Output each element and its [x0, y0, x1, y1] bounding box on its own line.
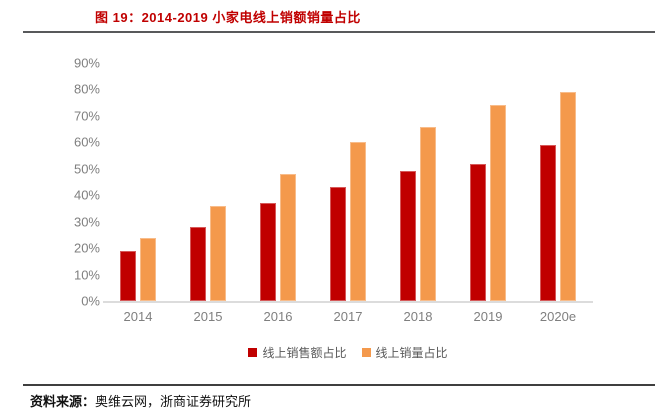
- bar-group-2020e: [523, 63, 593, 301]
- x-tick-label-2014: 2014: [123, 309, 153, 324]
- bar-线上销售额占比-2020e: [540, 145, 556, 301]
- bar-线上销售额占比-2015: [190, 227, 206, 301]
- x-tick-label-2017: 2017: [333, 309, 363, 324]
- legend-swatch-icon: [248, 348, 258, 357]
- y-tick-label: 70%: [73, 108, 100, 124]
- bar-线上销售额占比-2018: [400, 171, 416, 301]
- x-tick-label-2019: 2019: [473, 309, 503, 324]
- bar-线上销量占比-2020e: [560, 92, 576, 301]
- x-tick-label-2015: 2015: [193, 309, 223, 324]
- legend: 线上销售额占比 线上销量占比: [103, 344, 593, 361]
- bar-线上销量占比-2018: [420, 126, 436, 301]
- legend-label: 线上销量占比: [375, 346, 448, 360]
- bar-group-2015: [173, 63, 243, 301]
- bar-线上销量占比-2014: [140, 237, 156, 301]
- source-text: 奥维云网，浙商证券研究所: [95, 394, 252, 409]
- source-label: 资料来源：: [30, 394, 96, 409]
- bar-线上销售额占比-2019: [470, 163, 486, 301]
- bar-线上销量占比-2019: [490, 105, 506, 301]
- title-rule: [23, 31, 655, 33]
- x-tick-label-2020e: 2020e: [539, 309, 577, 324]
- y-tick-label: 10%: [73, 267, 100, 283]
- bar-group-2014: [103, 63, 173, 301]
- bar-线上销售额占比-2017: [330, 187, 346, 301]
- y-tick-label: 60%: [73, 134, 100, 150]
- y-tick-label: 40%: [73, 187, 100, 203]
- y-tick-label: 80%: [73, 81, 100, 97]
- source-rule: [23, 384, 655, 386]
- x-tick-label-2016: 2016: [263, 309, 293, 324]
- bar-groups: [103, 63, 593, 301]
- y-tick-label: 50%: [73, 161, 100, 177]
- y-tick-label: 0%: [81, 293, 100, 309]
- y-axis: 0% 10% 20% 30% 40% 50% 60% 70% 80% 90%: [0, 57, 100, 308]
- plot-area: [103, 63, 593, 303]
- figure-title: 图 19：2014-2019 小家电线上销额销量占比: [95, 10, 361, 25]
- y-tick-label: 30%: [73, 214, 100, 230]
- bar-线上销售额占比-2016: [260, 203, 276, 301]
- bar-线上销售额占比-2014: [120, 250, 136, 301]
- y-tick-label: 20%: [73, 240, 100, 256]
- bar-group-2018: [383, 63, 453, 301]
- legend-label: 线上销售额占比: [262, 346, 347, 360]
- bar-线上销量占比-2015: [210, 205, 226, 301]
- bar-chart: 0% 10% 20% 30% 40% 50% 60% 70% 80% 90% 2014 2015 20…: [0, 57, 593, 361]
- source-line: 资料来源：奥维云网，浙商证券研究所: [30, 391, 251, 410]
- x-axis-line: [103, 301, 593, 303]
- bar-group-2019: [453, 63, 523, 301]
- legend-item-线上销量占比: 线上销量占比: [361, 344, 448, 361]
- x-axis: 2014 2015 2016 2017 2018 2019 2020e: [103, 309, 593, 324]
- bar-线上销量占比-2016: [280, 174, 296, 301]
- bar-group-2017: [313, 63, 383, 301]
- bar-group-2016: [243, 63, 313, 301]
- y-tick-label: 90%: [73, 55, 100, 71]
- legend-swatch-icon: [361, 348, 371, 357]
- bar-线上销量占比-2017: [350, 142, 366, 301]
- x-tick-label-2018: 2018: [403, 309, 433, 324]
- legend-item-线上销售额占比: 线上销售额占比: [248, 344, 347, 361]
